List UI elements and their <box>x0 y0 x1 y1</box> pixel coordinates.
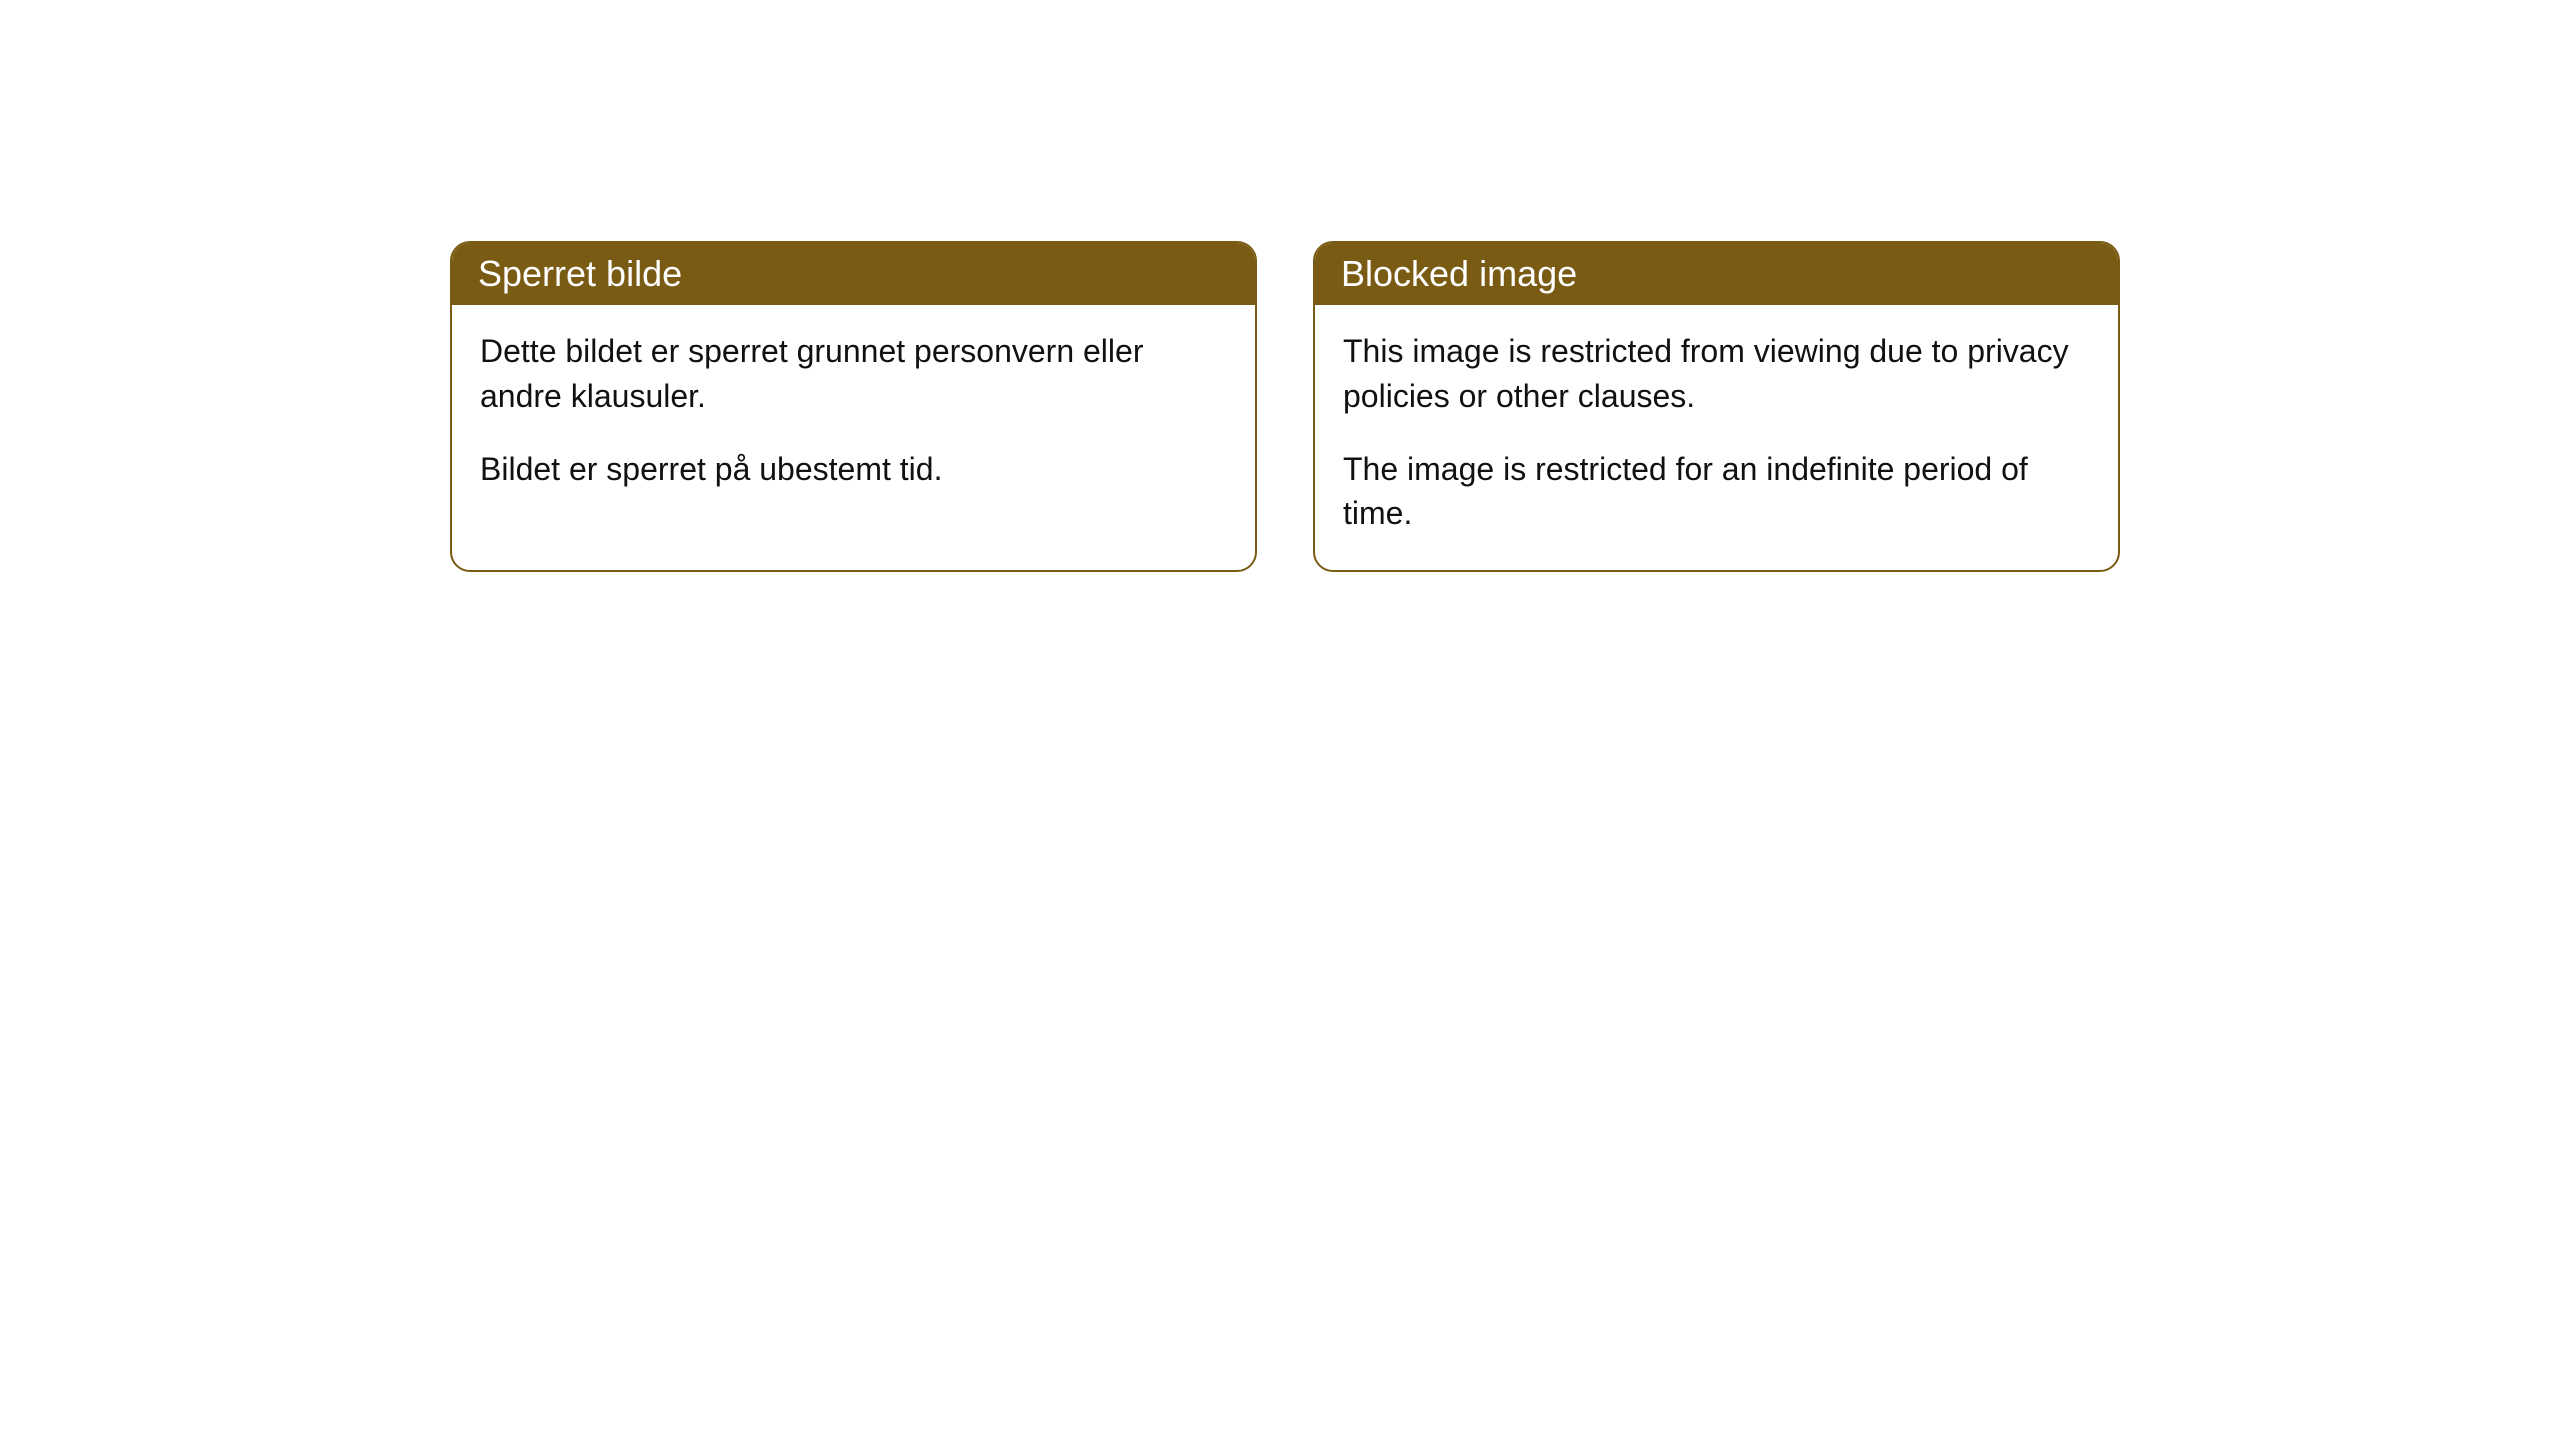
blocked-image-card-english: Blocked image This image is restricted f… <box>1313 241 2120 572</box>
card-paragraph-1: This image is restricted from viewing du… <box>1343 329 2090 419</box>
notice-cards-container: Sperret bilde Dette bildet er sperret gr… <box>450 241 2120 572</box>
card-paragraph-2: Bildet er sperret på ubestemt tid. <box>480 447 1227 492</box>
card-body-norwegian: Dette bildet er sperret grunnet personve… <box>452 305 1255 525</box>
card-header-english: Blocked image <box>1315 243 2118 305</box>
card-header-norwegian: Sperret bilde <box>452 243 1255 305</box>
card-body-english: This image is restricted from viewing du… <box>1315 305 2118 570</box>
blocked-image-card-norwegian: Sperret bilde Dette bildet er sperret gr… <box>450 241 1257 572</box>
card-paragraph-2: The image is restricted for an indefinit… <box>1343 447 2090 537</box>
card-paragraph-1: Dette bildet er sperret grunnet personve… <box>480 329 1227 419</box>
